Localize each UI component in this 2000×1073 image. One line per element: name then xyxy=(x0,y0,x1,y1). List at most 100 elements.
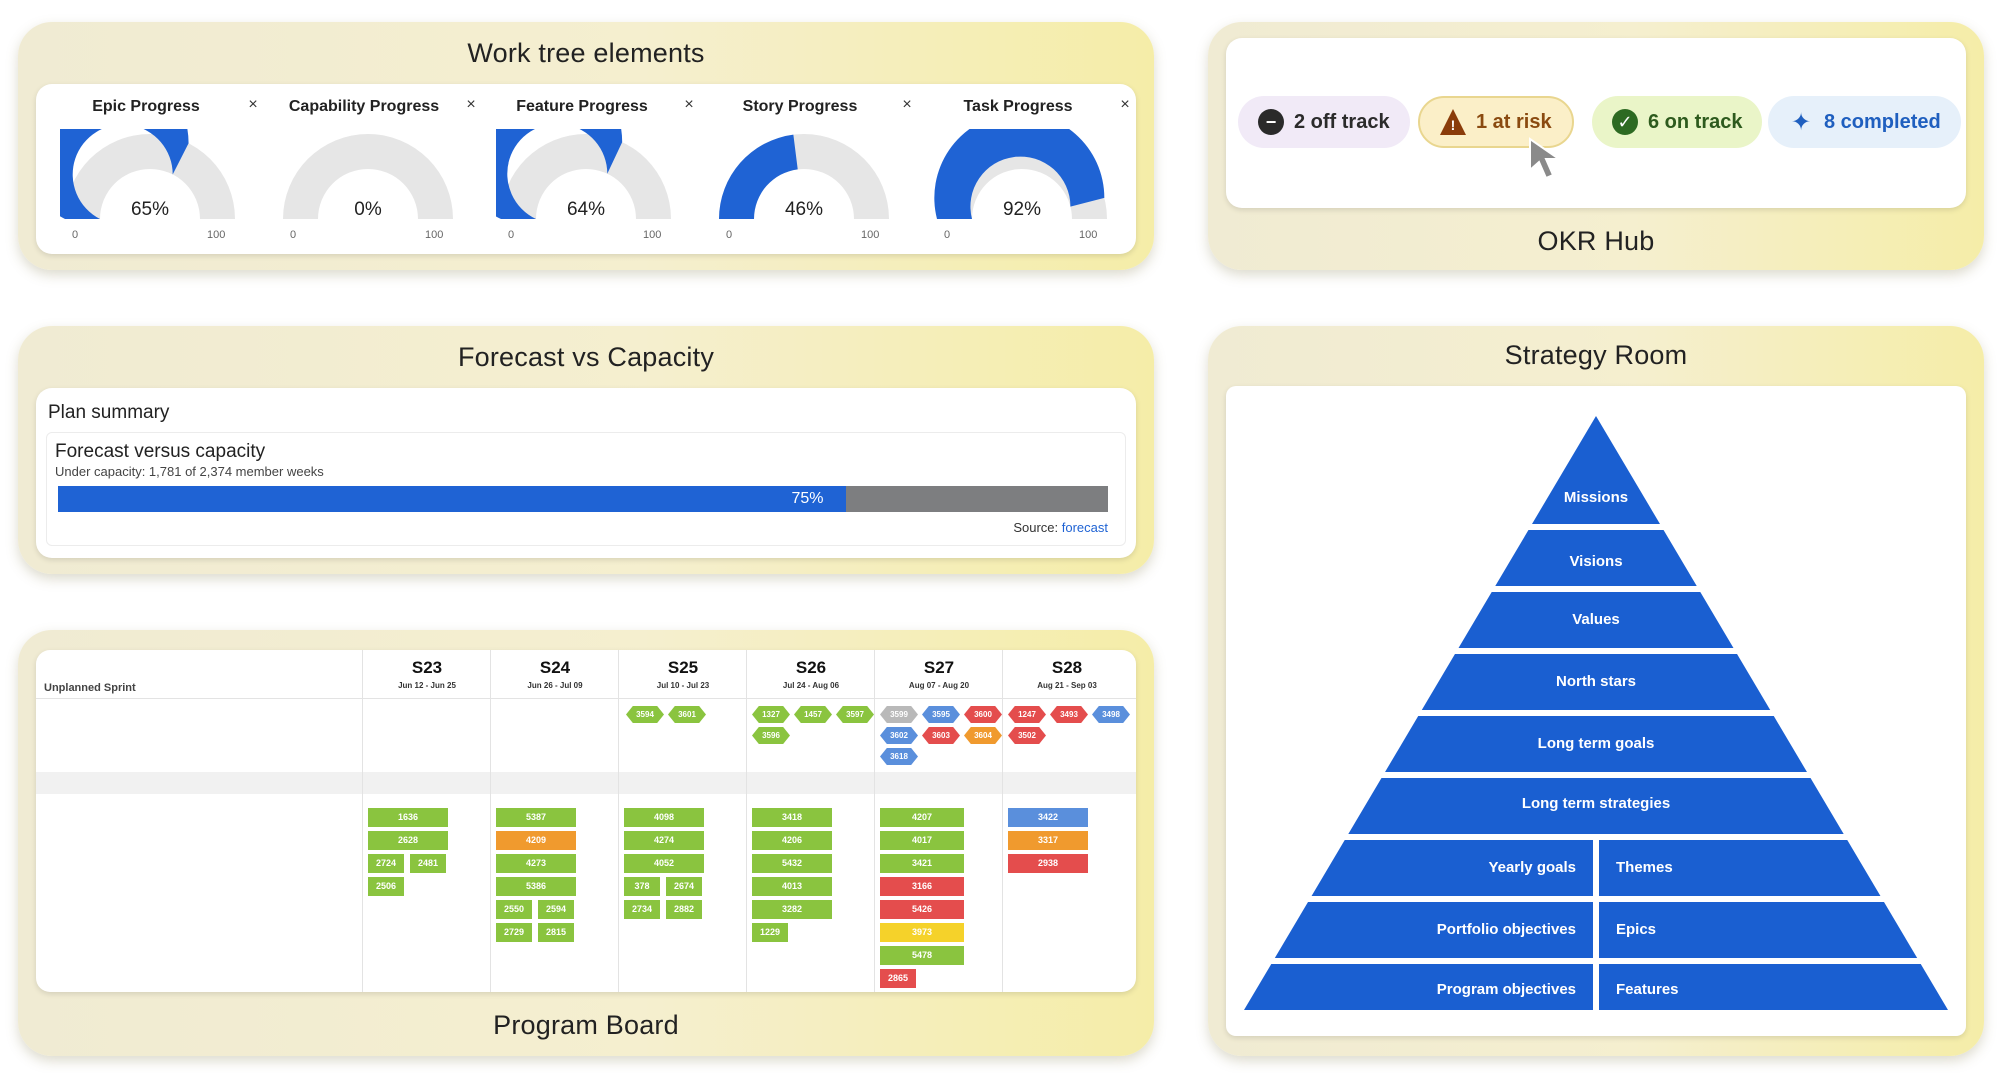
pyramid-left-label: Yearly goals xyxy=(1488,859,1576,876)
on-track-label: 6 on track xyxy=(1648,110,1743,133)
on-track-pill[interactable]: ✓ 6 on track xyxy=(1592,96,1763,148)
pyramid-level[interactable] xyxy=(1348,778,1844,834)
close-icon[interactable]: × xyxy=(1120,96,1130,113)
work-item-hex[interactable]: 3599 xyxy=(880,706,918,723)
work-item-hex[interactable]: 1457 xyxy=(794,706,832,723)
work-item-hex[interactable]: 3602 xyxy=(880,727,918,744)
pyramid-level[interactable] xyxy=(1385,716,1807,772)
work-item-tile[interactable]: 2734 xyxy=(624,900,660,919)
work-item-hex[interactable]: 3493 xyxy=(1050,706,1088,723)
work-item-tile[interactable]: 3418 xyxy=(752,808,832,827)
work-item-hex[interactable]: 3604 xyxy=(964,727,1002,744)
work-item-tile[interactable]: 378 xyxy=(624,877,660,896)
work-item-tile[interactable]: 2724 xyxy=(368,854,404,873)
work-item-tile[interactable]: 2550 xyxy=(496,900,532,919)
pyramid-level[interactable] xyxy=(1532,416,1660,524)
program-board-grid: Unplanned Sprint S23 Jun 12 - Jun 25 S24 Jun… xyxy=(36,650,1136,992)
sprint-name: S27 xyxy=(923,658,955,677)
work-item-tile[interactable]: 5478 xyxy=(880,946,964,965)
work-item-tile[interactable]: 4098 xyxy=(624,808,704,827)
work-item-hex[interactable]: 3502 xyxy=(1008,727,1046,744)
work-item-tile[interactable]: 5426 xyxy=(880,900,964,919)
work-item-tile[interactable]: 4206 xyxy=(752,831,832,850)
pyramid-level[interactable] xyxy=(1495,530,1697,586)
forecast-panel: Forecast vs Capacity Plan summary Foreca… xyxy=(18,326,1154,574)
work-item-tile[interactable]: 4207 xyxy=(880,808,964,827)
work-item-hex[interactable]: 1327 xyxy=(752,706,790,723)
work-item-tile[interactable]: 3973 xyxy=(880,923,964,942)
work-item-hex[interactable]: 3603 xyxy=(922,727,960,744)
work-item-hex[interactable]: 1247 xyxy=(1008,706,1046,723)
work-item-hex[interactable]: 3594 xyxy=(626,706,664,723)
sparkle-icon: ✦ xyxy=(1790,108,1812,136)
work-item-tile[interactable]: 3421 xyxy=(880,854,964,873)
pyramid-level[interactable] xyxy=(1421,654,1771,710)
pyramid-level-right[interactable] xyxy=(1599,902,1918,958)
work-item-tile[interactable]: 2628 xyxy=(368,831,448,850)
source-link[interactable]: forecast xyxy=(1061,520,1108,535)
close-icon[interactable]: × xyxy=(248,96,258,113)
work-item-tile[interactable]: 1636 xyxy=(368,808,448,827)
pyramid-level[interactable] xyxy=(1458,592,1734,648)
work-item-tile[interactable]: 3422 xyxy=(1008,808,1088,827)
completed-pill[interactable]: ✦ 8 completed xyxy=(1768,96,1961,148)
sprint-column-header[interactable]: S28 Aug 21 - Sep 03 xyxy=(1002,650,1131,698)
work-item-tile[interactable]: 4273 xyxy=(496,854,576,873)
work-item-tile[interactable]: 4274 xyxy=(624,831,704,850)
work-item-hex[interactable]: 3498 xyxy=(1092,706,1130,723)
gauge-1: Capability Progress × 0% 0 100 xyxy=(268,84,484,254)
work-item-hex[interactable]: 3596 xyxy=(752,727,790,744)
work-item-hex[interactable]: 3601 xyxy=(668,706,706,723)
work-item-tile[interactable]: 2594 xyxy=(538,900,574,919)
work-item-tile[interactable]: 5386 xyxy=(496,877,576,896)
work-item-hex[interactable]: 3600 xyxy=(964,706,1002,723)
pyramid-right-label: Epics xyxy=(1616,921,1657,938)
work-item-tile[interactable]: 3317 xyxy=(1008,831,1088,850)
at-risk-pill[interactable]: ! 1 at risk xyxy=(1418,96,1574,148)
pyramid-level-left[interactable] xyxy=(1244,964,1593,1010)
work-item-hex[interactable]: 3595 xyxy=(922,706,960,723)
work-item-hex[interactable]: 3618 xyxy=(880,748,918,765)
gauge-arc xyxy=(719,134,889,219)
work-item-tile[interactable]: 2865 xyxy=(880,969,916,988)
close-icon[interactable]: × xyxy=(902,96,912,113)
work-item-tile[interactable]: 3166 xyxy=(880,877,964,896)
off-track-pill[interactable]: − 2 off track xyxy=(1238,96,1410,148)
pyramid-level-left[interactable] xyxy=(1274,902,1593,958)
work-item-tile[interactable]: 4017 xyxy=(880,831,964,850)
gauge-title: Story Progress xyxy=(742,98,858,115)
work-item-tile[interactable]: 2729 xyxy=(496,923,532,942)
close-icon[interactable]: × xyxy=(466,96,476,113)
work-item-tile[interactable]: 4013 xyxy=(752,877,832,896)
work-item-tile[interactable]: 4209 xyxy=(496,831,576,850)
pyramid-level-right[interactable] xyxy=(1599,840,1881,896)
work-item-hex[interactable]: 3597 xyxy=(836,706,874,723)
work-item-tile[interactable]: 2674 xyxy=(666,877,702,896)
sprint-column-header[interactable]: S26 Jul 24 - Aug 06 xyxy=(746,650,875,698)
gauge-fill xyxy=(60,129,189,219)
gauge-arc xyxy=(934,129,1107,219)
sprint-column-header[interactable]: S27 Aug 07 - Aug 20 xyxy=(874,650,1003,698)
work-item-tile[interactable]: 2815 xyxy=(538,923,574,942)
gauges-card: Epic Progress × 65% 0 100 Capability Progress… xyxy=(36,84,1136,254)
work-item-tile[interactable]: 2481 xyxy=(410,854,446,873)
gauge-arc xyxy=(60,129,235,219)
work-item-tile[interactable]: 5432 xyxy=(752,854,832,873)
sprint-name: S28 xyxy=(1051,658,1083,677)
pyramid-level-right[interactable] xyxy=(1599,964,1948,1010)
gauge-max: 100 xyxy=(1079,229,1098,241)
work-item-tile[interactable]: 5387 xyxy=(496,808,576,827)
work-item-tile[interactable]: 2882 xyxy=(666,900,702,919)
pyramid-level-left[interactable] xyxy=(1311,840,1593,896)
work-item-tile[interactable]: 2506 xyxy=(368,877,404,896)
close-icon[interactable]: × xyxy=(684,96,694,113)
work-item-tile[interactable]: 4052 xyxy=(624,854,704,873)
sprint-column-header[interactable]: S24 Jun 26 - Jul 09 xyxy=(490,650,619,698)
work-item-tile[interactable]: 2938 xyxy=(1008,854,1088,873)
work-item-tile[interactable]: 1229 xyxy=(752,923,788,942)
sprint-column-header[interactable]: S23 Jun 12 - Jun 25 xyxy=(362,650,491,698)
work-item-tile[interactable]: 3282 xyxy=(752,900,832,919)
sprint-column-header[interactable]: S25 Jul 10 - Jul 23 xyxy=(618,650,747,698)
work-tree-title: Work tree elements xyxy=(467,38,705,68)
gauge-title: Task Progress xyxy=(963,98,1073,115)
